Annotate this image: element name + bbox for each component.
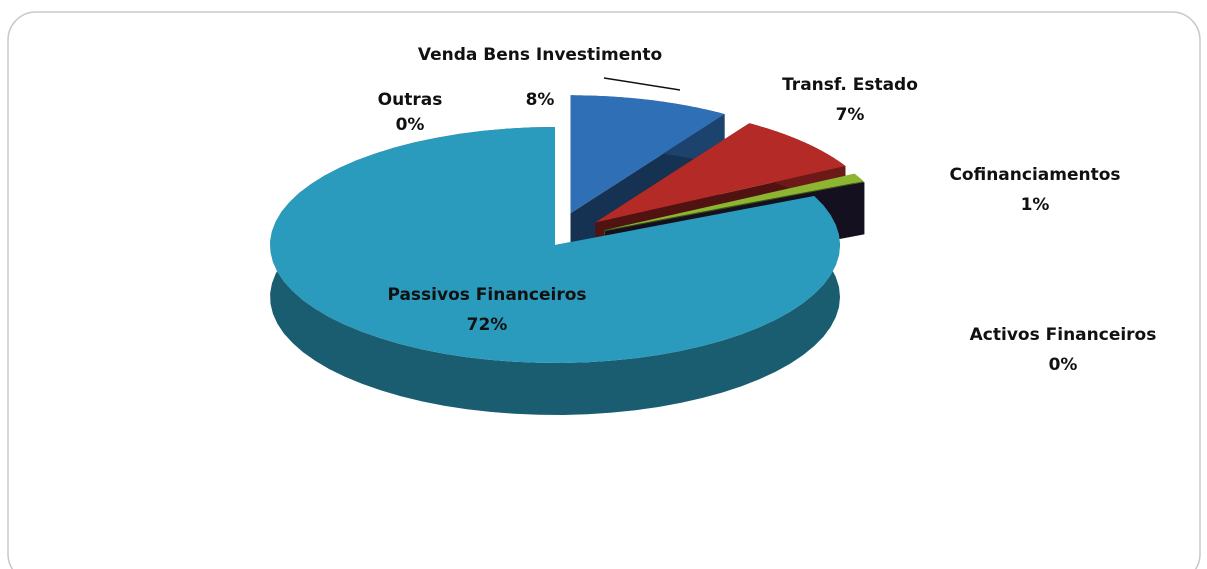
value-label: 7%: [836, 105, 865, 125]
value-label: 0%: [396, 115, 425, 135]
leader-line: [603, 77, 681, 91]
slice-label: Passivos Financeiros: [387, 285, 586, 305]
pie-slice: [604, 173, 864, 231]
slice-label: Transf. Estado: [782, 75, 918, 95]
pie-slice: [595, 123, 846, 223]
value-label: 72%: [467, 315, 508, 335]
pie-slice: [570, 95, 725, 214]
slice-label: Activos Financeiros: [970, 325, 1157, 345]
value-label: 1%: [1021, 195, 1050, 215]
slice-label: Cofinanciamentos: [949, 165, 1120, 185]
value-label: 8%: [526, 90, 555, 110]
value-label: 0%: [1049, 355, 1078, 375]
slice-label: Venda Bens Investimento: [418, 45, 662, 65]
pie-slice: [270, 127, 841, 363]
slice-label: Outras: [378, 90, 443, 110]
